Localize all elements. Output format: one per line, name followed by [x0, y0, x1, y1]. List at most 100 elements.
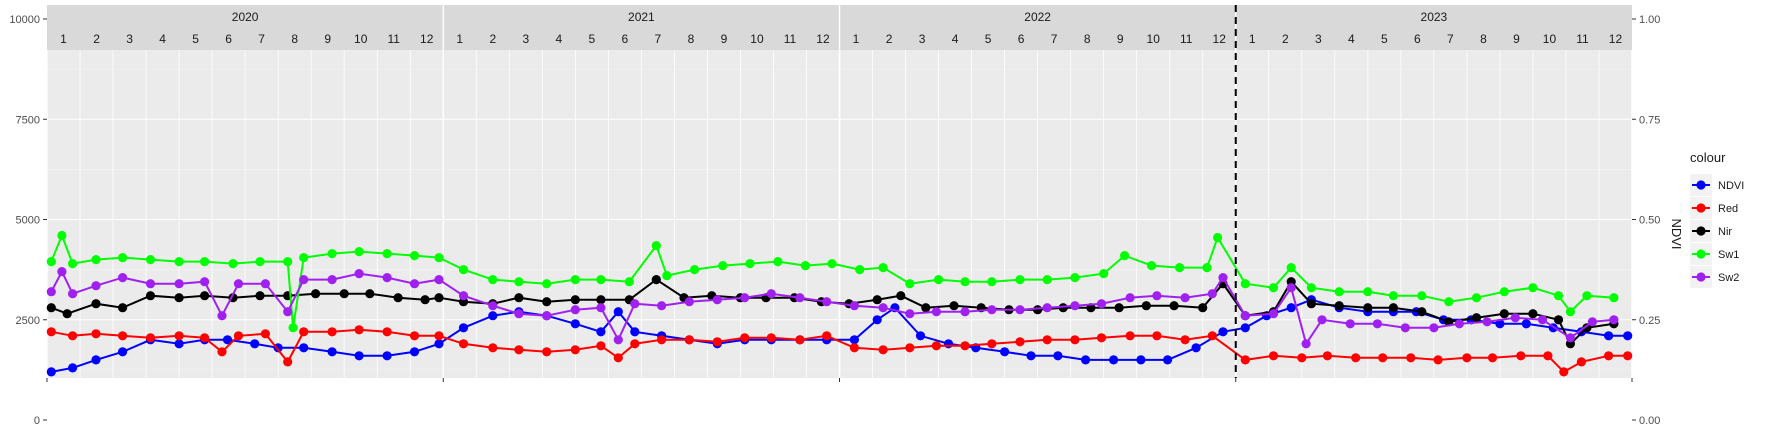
data-point-red	[987, 339, 997, 349]
data-point-sw1	[745, 259, 755, 269]
data-point-sw1	[1528, 283, 1538, 293]
strip-month-label: 8	[1084, 32, 1091, 46]
strip-month-label: 5	[985, 32, 992, 46]
data-point-red	[1559, 367, 1569, 377]
data-point-nir	[46, 303, 56, 313]
data-point-red	[1125, 331, 1135, 341]
data-point-ndvi	[250, 339, 260, 349]
data-point-ndvi	[1109, 355, 1119, 365]
data-point-sw1	[1306, 283, 1316, 293]
data-point-sw2	[1125, 293, 1135, 303]
data-point-red	[488, 343, 498, 353]
data-point-nir	[255, 291, 265, 301]
data-point-nir	[570, 295, 580, 305]
strip-month-label: 12	[420, 32, 434, 46]
data-point-ndvi	[68, 363, 78, 373]
data-point-red	[1070, 335, 1080, 345]
legend-label: NDVI	[1718, 180, 1744, 192]
data-point-sw2	[712, 295, 722, 305]
data-point-red	[1516, 351, 1526, 361]
data-point-sw2	[987, 305, 997, 315]
data-point-red	[1297, 353, 1307, 363]
data-point-sw1	[1202, 263, 1212, 273]
data-point-ndvi	[46, 367, 56, 377]
data-point-red	[1543, 351, 1553, 361]
data-point-ndvi	[872, 315, 882, 325]
data-point-ndvi	[434, 339, 444, 349]
data-point-sw2	[1207, 289, 1217, 299]
data-point-sw1	[878, 263, 888, 273]
data-point-sw1	[1388, 291, 1398, 301]
data-point-ndvi	[613, 307, 623, 317]
data-point-red	[200, 333, 210, 343]
data-point-red	[542, 347, 552, 357]
data-point-sw2	[233, 279, 244, 289]
data-point-ndvi	[1053, 351, 1063, 361]
strip-month-label: 9	[324, 32, 331, 46]
data-point-ndvi	[222, 335, 233, 345]
data-point-red	[960, 341, 970, 351]
data-point-sw2	[1454, 319, 1464, 329]
strip-month-label: 7	[655, 32, 662, 46]
data-point-sw2	[542, 311, 552, 321]
data-point-red	[712, 337, 722, 347]
data-point-sw2	[1537, 315, 1548, 325]
data-point-red	[684, 335, 694, 345]
data-point-ndvi	[849, 335, 860, 345]
data-point-ndvi	[1081, 355, 1091, 365]
data-point-red	[766, 333, 776, 343]
data-point-sw1	[570, 275, 580, 285]
data-point-sw1	[800, 261, 811, 271]
data-point-sw1	[1147, 261, 1157, 271]
strip-month-label: 1	[456, 32, 463, 46]
data-point-red	[1462, 353, 1472, 363]
data-point-red	[118, 331, 128, 341]
strip-year-label: 2021	[628, 10, 655, 24]
data-point-sw1	[1015, 275, 1025, 285]
data-point-sw1	[1240, 279, 1250, 289]
data-point-ndvi	[458, 323, 469, 333]
strip-year-label: 2023	[1421, 10, 1448, 24]
data-point-nir	[1388, 303, 1398, 313]
data-point-red	[849, 343, 860, 353]
data-point-ndvi	[1191, 343, 1201, 353]
data-point-nir	[949, 301, 959, 311]
data-point-nir	[311, 289, 321, 299]
data-point-sw1	[960, 277, 970, 287]
data-point-red	[458, 339, 469, 349]
data-point-ndvi	[1495, 319, 1505, 329]
y-tick-label: 2500	[16, 315, 40, 327]
data-point-sw1	[46, 257, 56, 267]
data-point-sw2	[217, 311, 227, 321]
plot-panel	[46, 50, 1633, 378]
data-point-nir	[174, 293, 184, 303]
strip-month-label: 6	[1018, 32, 1025, 46]
data-point-sw2	[596, 303, 606, 313]
data-point-red	[327, 327, 337, 337]
data-point-red	[283, 357, 293, 367]
data-point-sw2	[174, 279, 184, 289]
data-point-nir	[1198, 303, 1208, 313]
data-point-ndvi	[1521, 319, 1531, 329]
data-point-sw1	[662, 271, 672, 281]
data-point-sw2	[931, 307, 942, 317]
data-point-red	[822, 331, 832, 341]
data-point-sw2	[1317, 315, 1327, 325]
data-point-sw2	[1482, 317, 1492, 327]
data-point-sw2	[327, 275, 337, 285]
data-point-ndvi	[1163, 355, 1173, 365]
data-point-ndvi	[596, 327, 606, 337]
legend-key-point	[1696, 203, 1706, 213]
strip-month-label: 11	[784, 32, 797, 46]
y-tick-label: 0	[34, 415, 40, 427]
data-point-sw2	[382, 273, 392, 283]
data-point-red	[1576, 357, 1586, 367]
series-line-sw1	[50, 232, 1614, 328]
data-point-sw1	[718, 261, 728, 271]
data-point-sw2	[1372, 319, 1382, 329]
data-point-nir	[1471, 313, 1482, 323]
data-point-nir	[393, 293, 403, 303]
data-point-red	[145, 333, 156, 343]
